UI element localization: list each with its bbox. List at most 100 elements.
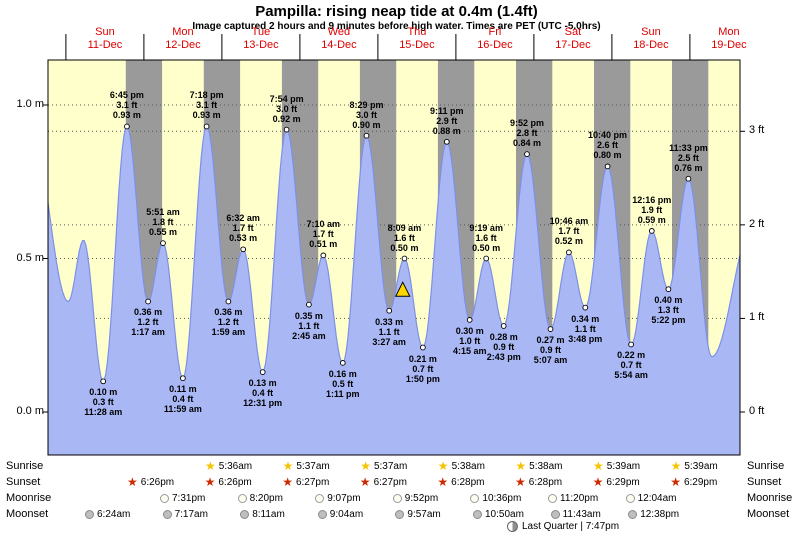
sunset-star-icon: ★: [204, 475, 216, 489]
sunrise-time: 5:37am: [373, 460, 408, 472]
tide-low-annotation: 0.10 m 0.3 ft 11:28 am: [84, 387, 123, 418]
moonset-time: 9:04am: [329, 508, 364, 520]
sunrise-time: 5:37am: [296, 460, 330, 472]
sunset-star-icon: ★: [592, 475, 604, 489]
sunrise-star-icon: ★: [282, 459, 294, 473]
moonset-entry: 6:24am: [85, 507, 130, 521]
sunrise-entry: ★ 5:36am: [205, 459, 252, 473]
sunset-time: 6:28pm: [528, 476, 563, 488]
moonset-time: 10:50am: [485, 508, 524, 520]
moonset-time: 12:38pm: [640, 508, 680, 520]
astro-row-label-right-moonset: Moonset: [747, 508, 790, 520]
tide-high-annotation: 9:11 pm 2.9 ft 0.88 m: [430, 105, 464, 136]
sunrise-time: 5:38am: [451, 460, 485, 472]
sunset-star-icon: ★: [127, 475, 138, 489]
sunset-star-icon: ★: [437, 475, 449, 489]
sunset-entry: ★ 6:26pm: [127, 475, 174, 489]
moonset-circle-icon: [550, 509, 560, 519]
tide-high-annotation: 5:51 am 1.8 ft 0.55 m: [146, 207, 180, 238]
tide-low-annotation: 0.13 m 0.4 ft 12:31 pm: [243, 378, 283, 409]
moonset-circle-icon: [317, 509, 327, 519]
sunset-time: 6:29pm: [606, 476, 640, 488]
sunset-time: 6:26pm: [140, 476, 175, 488]
tide-extreme-marker: [648, 228, 655, 234]
sunset-entry: ★ 6:27pm: [360, 475, 407, 489]
tide-low-annotation: 0.22 m 0.7 ft 5:54 am: [614, 350, 648, 381]
moonset-time: 7:17am: [174, 508, 208, 520]
sunrise-entry: ★ 5:39am: [671, 459, 718, 473]
tide-high-annotation: 7:10 am 1.7 ft 0.51 m: [306, 219, 341, 250]
moonset-entry: 8:11am: [240, 507, 285, 521]
sunrise-entry: ★ 5:38am: [438, 459, 485, 473]
moonset-entry: 10:50am: [473, 507, 524, 521]
tide-extreme-marker: [628, 341, 634, 348]
day-label: Mon 19-Dec: [711, 26, 747, 51]
sunrise-entry: ★ 5:37am: [360, 459, 407, 473]
astro-row-label-left-moonset: Moonset: [6, 508, 49, 520]
tide-high-annotation: 7:54 pm 3.0 ft 0.92 m: [269, 93, 304, 124]
tide-extreme-marker: [386, 307, 393, 314]
tide-low-annotation: 0.35 m 1.1 ft 2:45 am: [292, 310, 326, 341]
sunset-entry: ★ 6:28pm: [515, 475, 562, 489]
astro-row-label-left-sunset: Sunset: [6, 476, 41, 488]
day-label: Sun 18-Dec: [633, 26, 669, 51]
tide-extreme-marker: [566, 249, 572, 256]
tide-extreme-marker: [524, 151, 530, 157]
sunrise-star-icon: ★: [593, 459, 604, 473]
moonrise-circle-icon: [237, 493, 247, 503]
day-label: Tue 13-Dec: [243, 26, 279, 51]
moonset-circle-icon: [240, 509, 250, 519]
tide-low-annotation: 0.21 m 0.7 ft 1:50 pm: [405, 353, 440, 384]
tide-low-annotation: 0.36 m 1.2 ft 1:59 am: [211, 307, 246, 338]
sunrise-star-icon: ★: [515, 459, 527, 473]
day-label: Thu 15-Dec: [399, 26, 435, 51]
page-subtitle: Image captured 2 hours and 9 minutes bef…: [192, 21, 601, 32]
astro-row-label-right-sunset: Sunset: [747, 476, 782, 488]
sunset-entry: ★ 6:28pm: [437, 475, 484, 489]
last-quarter-moon-icon: [506, 521, 518, 532]
tide-extreme-marker: [306, 301, 312, 308]
tide-extreme-marker: [145, 298, 151, 305]
tide-high-annotation: 8:29 pm 3.0 ft 0.90 m: [349, 99, 384, 130]
y-axis-label-m: 0.5 m: [16, 251, 44, 264]
tide-high-annotation: 8:09 am 1.6 ft 0.50 m: [387, 222, 422, 253]
sunrise-entry: ★ 5:39am: [593, 459, 640, 473]
sunrise-time: 5:36am: [218, 460, 253, 472]
page-title: Pampilla: rising neap tide at 0.4m (1.4f…: [255, 3, 538, 20]
sunset-entry: ★ 6:26pm: [205, 475, 252, 489]
tide-extreme-marker: [685, 175, 692, 182]
moonrise-circle-icon: [160, 493, 169, 503]
moonset-time: 6:24am: [97, 508, 131, 520]
day-label: Sat 17-Dec: [555, 26, 591, 51]
moonrise-circle-icon: [548, 493, 557, 503]
astro-row-label-left-moonrise: Moonrise: [6, 492, 52, 504]
sunrise-time: 5:39am: [606, 460, 641, 472]
tide-high-annotation: 12:16 pm 1.9 ft 0.59 m: [632, 194, 672, 225]
moonrise-entry: 9:52pm: [392, 491, 438, 505]
tide-extreme-marker: [283, 126, 290, 133]
sunrise-star-icon: ★: [360, 459, 371, 473]
moonrise-circle-icon: [392, 493, 402, 503]
day-label: Mon 12-Dec: [165, 26, 201, 51]
tide-high-annotation: 10:40 pm 2.6 ft 0.80 m: [588, 130, 628, 161]
tide-high-annotation: 9:19 am 1.6 ft 0.50 m: [469, 222, 503, 253]
tide-extreme-marker: [420, 344, 426, 351]
tide-extreme-marker: [483, 255, 490, 262]
moonset-entry: 7:17am: [162, 507, 208, 521]
sunset-time: 6:26pm: [218, 476, 252, 488]
sunrise-entry: ★ 5:38am: [515, 459, 562, 473]
sunset-time: 6:27pm: [373, 476, 407, 488]
tide-extreme-marker: [180, 375, 186, 382]
moonset-time: 11:43am: [562, 508, 601, 520]
tide-extreme-marker: [259, 369, 266, 375]
tide-extreme-marker: [124, 123, 130, 130]
tide-extreme-marker: [665, 286, 672, 293]
tide-high-annotation: 7:18 pm 3.1 ft 0.93 m: [189, 90, 224, 121]
sunrise-entry: ★ 5:37am: [283, 459, 330, 473]
tide-high-annotation: 9:52 pm 2.8 ft 0.84 m: [509, 118, 544, 149]
tide-low-annotation: 0.28 m 0.9 ft 2:43 pm: [486, 332, 521, 363]
day-label: Sun 11-Dec: [87, 26, 123, 51]
moonset-entry: 9:57am: [395, 507, 441, 521]
tide-low-annotation: 0.11 m 0.4 ft 11:59 am: [163, 384, 202, 415]
